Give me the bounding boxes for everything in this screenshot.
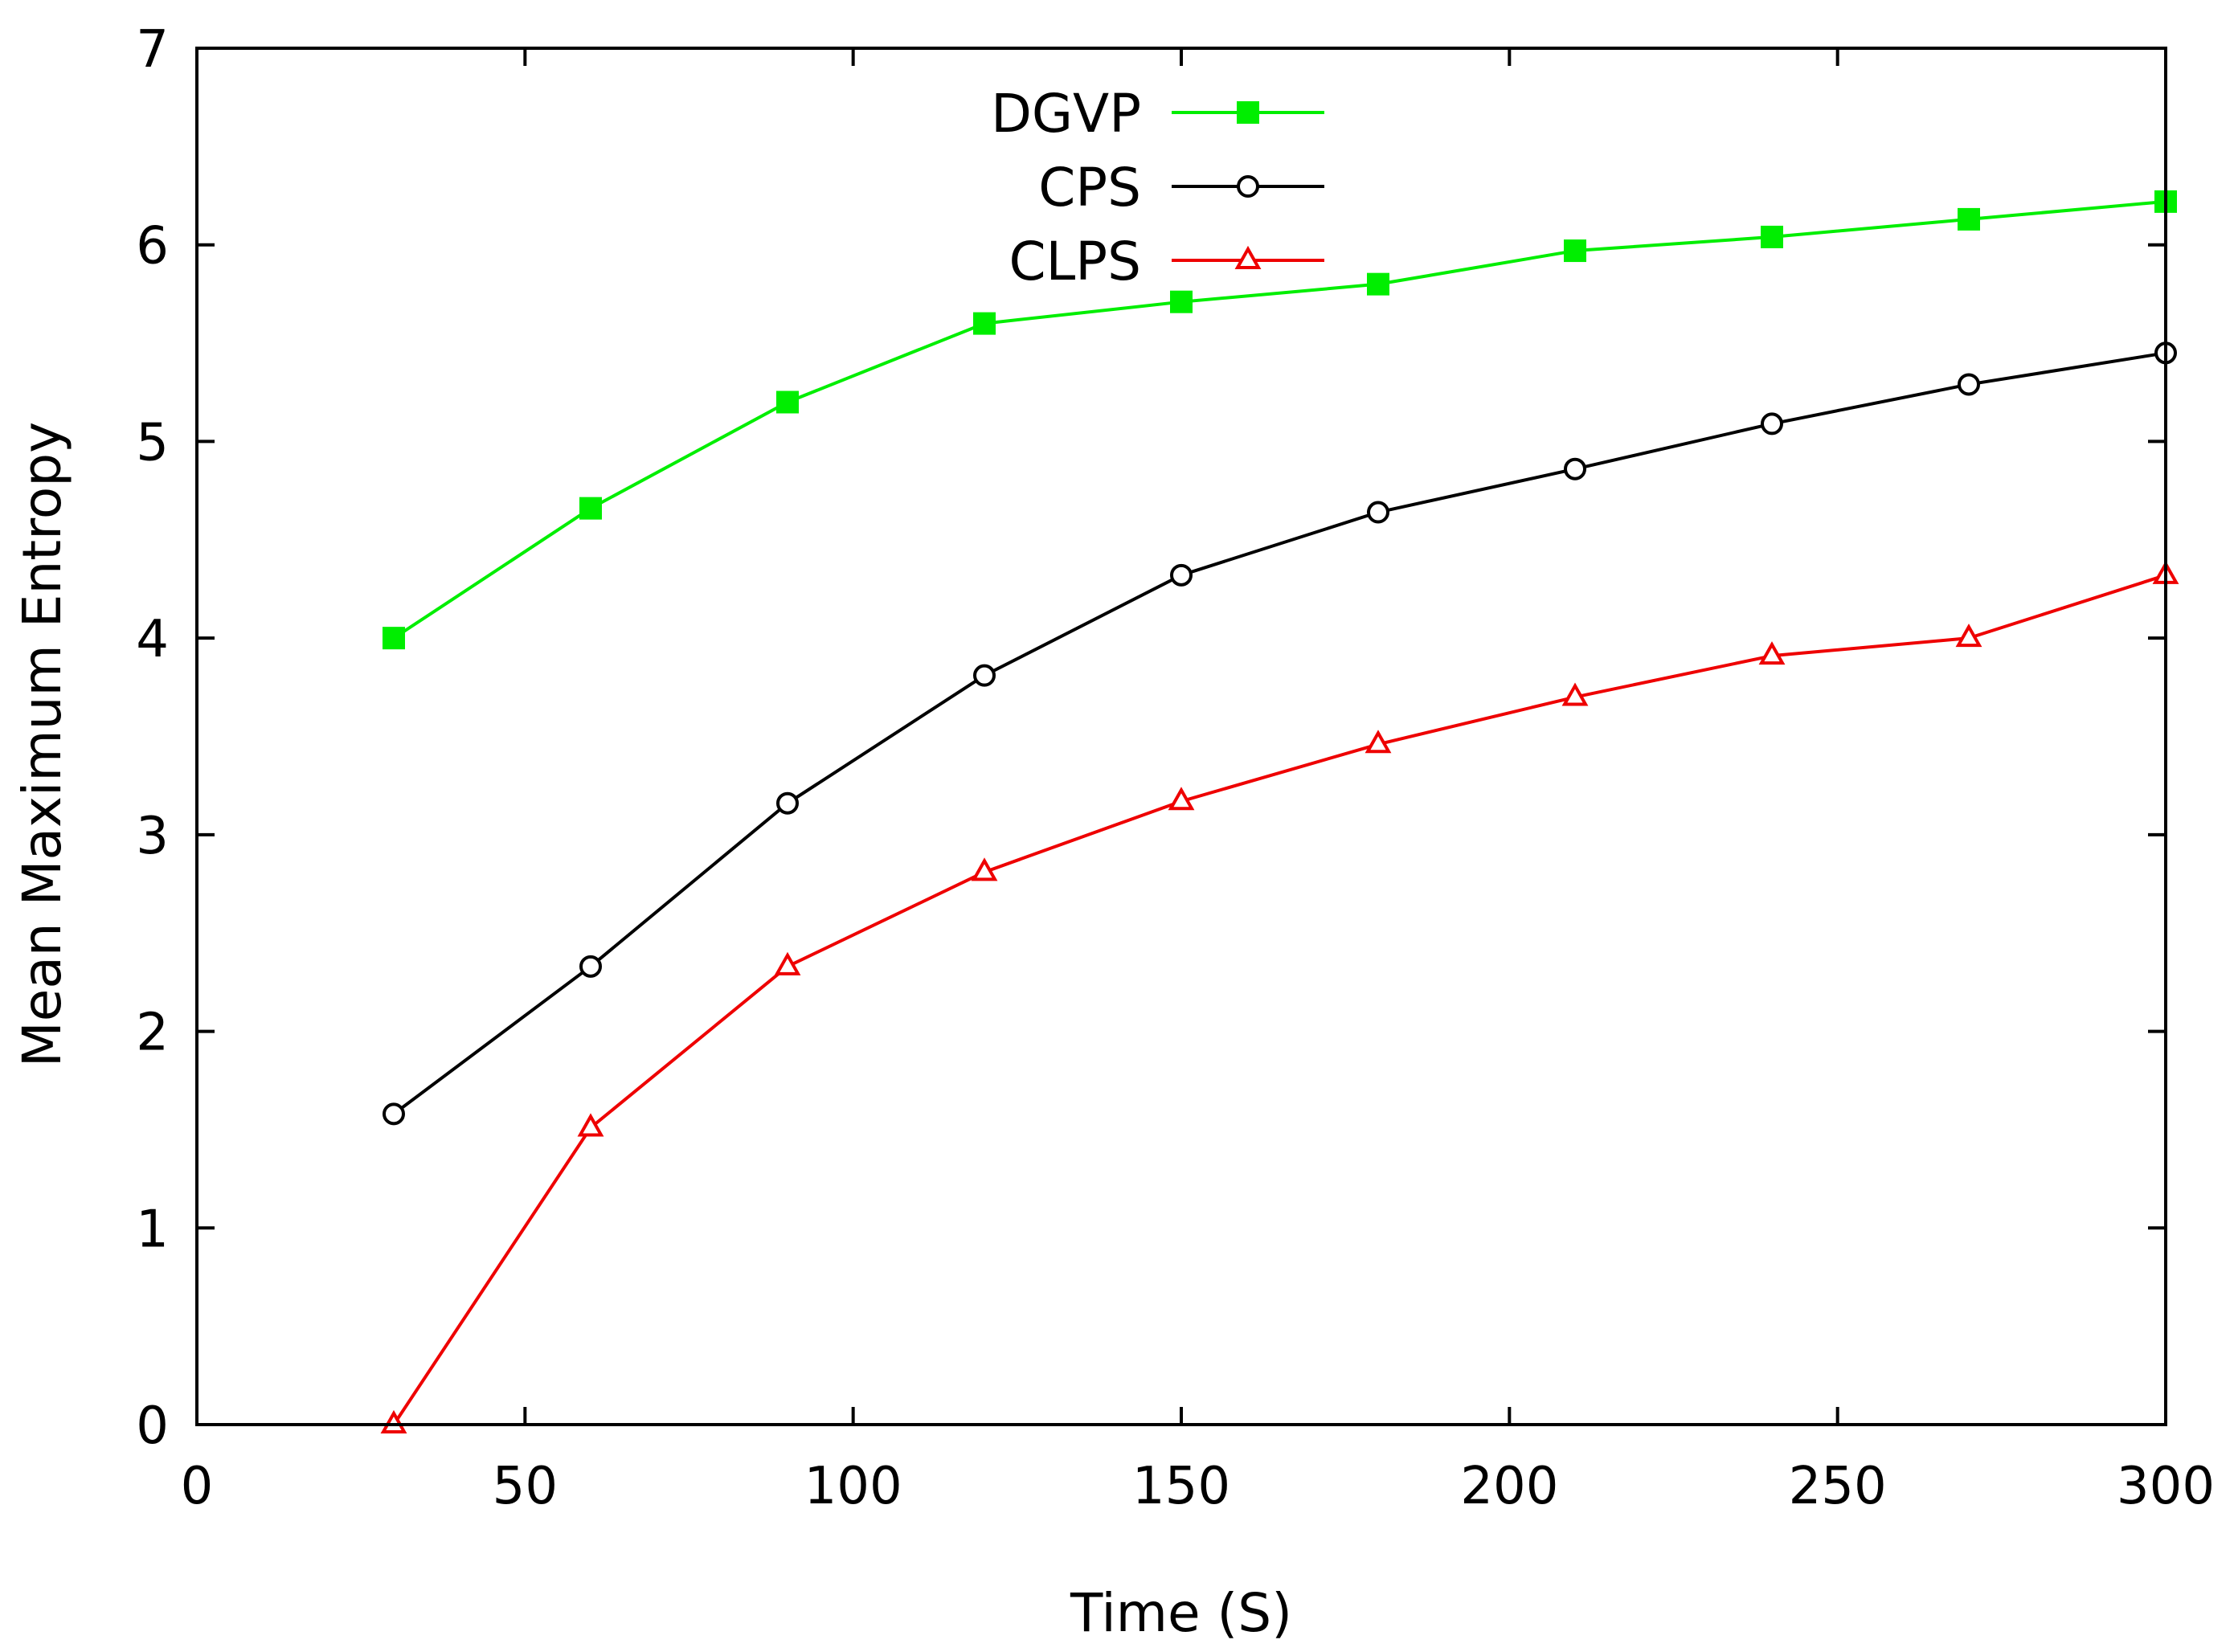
data-point-dgvp bbox=[1958, 207, 1980, 231]
data-point-cps bbox=[1170, 563, 1193, 587]
data-point-cps bbox=[973, 664, 996, 687]
legend-label: DGVP bbox=[991, 83, 1141, 145]
data-point-dgvp bbox=[383, 627, 405, 650]
data-point-cps bbox=[1958, 373, 1980, 396]
x-tick-labels: 0 50 100 150 200 250 300 bbox=[181, 1457, 2215, 1516]
axis-ticks bbox=[195, 47, 2167, 1426]
data-point-dgvp bbox=[973, 312, 996, 335]
x-tick-label: 300 bbox=[2117, 1457, 2215, 1516]
data-point-dgvp bbox=[1564, 239, 1586, 263]
legend-marker-dgvp bbox=[1237, 101, 1259, 124]
data-point-clps bbox=[380, 1409, 407, 1433]
data-point-cps bbox=[1367, 501, 1389, 524]
x-tick-label: 100 bbox=[804, 1457, 902, 1516]
data-point-cps bbox=[1564, 457, 1586, 480]
data-point-cps bbox=[579, 955, 602, 978]
x-tick-label: 0 bbox=[181, 1457, 214, 1516]
data-point-clps bbox=[774, 951, 801, 975]
y-tick-label: 4 bbox=[136, 610, 169, 669]
data-point-dgvp bbox=[579, 497, 602, 520]
series-dgvp bbox=[383, 190, 2177, 650]
legend-marker-clps bbox=[1234, 245, 1262, 269]
legend-label: CPS bbox=[1038, 157, 1141, 219]
series-line-cps bbox=[392, 351, 2166, 1115]
y-tick-label: 3 bbox=[136, 807, 169, 866]
series-clps bbox=[380, 560, 2179, 1433]
data-point-clps bbox=[1758, 641, 1786, 665]
legend-marker-cps bbox=[1237, 175, 1259, 198]
x-tick-label: 250 bbox=[1789, 1457, 1887, 1516]
data-point-clps bbox=[577, 1113, 604, 1137]
data-point-cps bbox=[1761, 412, 1783, 435]
legend-label: CLPS bbox=[1009, 231, 1141, 292]
plot-frame bbox=[195, 47, 2167, 1426]
y-tick-label: 1 bbox=[136, 1200, 169, 1259]
legend-entry-cps: CPS bbox=[1038, 157, 1324, 219]
data-point-dgvp bbox=[1761, 225, 1783, 248]
legend-entry-clps: CLPS bbox=[1009, 231, 1324, 292]
legend: DGVP CPS CLPS bbox=[991, 83, 1324, 292]
data-point-cps bbox=[383, 1102, 405, 1126]
data-point-clps bbox=[1168, 787, 1195, 811]
x-tick-label: 50 bbox=[493, 1457, 558, 1516]
x-tick-label: 150 bbox=[1132, 1457, 1230, 1516]
series-line-clps bbox=[392, 573, 2166, 1426]
data-point-clps bbox=[1365, 730, 1392, 754]
y-tick-label: 6 bbox=[136, 217, 169, 276]
series-line-dgvp bbox=[392, 199, 2166, 640]
y-tick-label: 5 bbox=[136, 413, 169, 472]
data-point-clps bbox=[1955, 624, 1982, 648]
plot-series bbox=[380, 190, 2179, 1433]
data-point-cps bbox=[776, 791, 799, 815]
y-tick-label: 7 bbox=[136, 20, 169, 80]
legend-entry-dgvp: DGVP bbox=[991, 83, 1324, 145]
data-point-clps bbox=[971, 857, 998, 881]
data-point-dgvp bbox=[1170, 290, 1193, 313]
data-point-clps bbox=[1561, 682, 1589, 706]
series-cps bbox=[383, 341, 2177, 1126]
data-point-dgvp bbox=[776, 391, 799, 414]
y-tick-label: 0 bbox=[136, 1396, 169, 1456]
x-tick-label: 200 bbox=[1460, 1457, 1558, 1516]
x-axis-title: Time (S) bbox=[1070, 1582, 1292, 1644]
y-tick-labels: 0 1 2 3 4 5 6 7 bbox=[136, 20, 169, 1456]
y-axis-title: Mean Maximum Entropy bbox=[11, 422, 73, 1067]
y-tick-label: 2 bbox=[136, 1004, 169, 1063]
data-point-dgvp bbox=[1367, 272, 1389, 296]
